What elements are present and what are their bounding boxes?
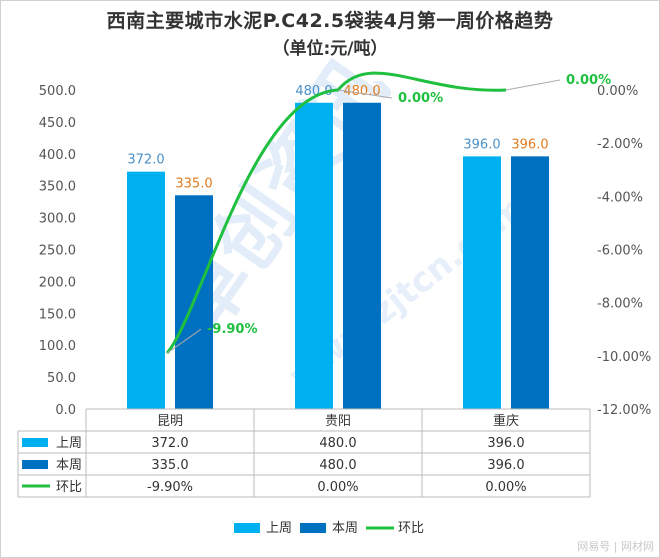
table-row-label: 环比 [56,480,82,495]
table-row-label: 上周 [56,436,82,451]
y-right-tick-label: -6.00% [597,244,643,259]
y-left-tick-label: 150.0 [39,307,76,322]
x-category-label: 贵阳 [325,414,351,429]
table-cell: 396.0 [487,458,524,473]
bar-上周 [463,156,501,409]
y-right-tick-label: -10.00% [597,350,651,365]
table-legend-key [22,438,48,447]
legend-key-本周 [300,523,326,533]
bar-data-label: 480.0 [295,84,332,99]
y-right-tick-label: 0.00% [597,84,638,99]
y-right-tick-label: -2.00% [597,137,643,152]
y-right-tick-label: -12.00% [597,403,651,418]
y-right-tick-label: -8.00% [597,297,643,312]
y-right-tick-label: -4.00% [597,190,643,205]
table-cell: 372.0 [151,436,188,451]
legend-label: 环比 [398,521,424,536]
table-row-label: 本周 [56,458,82,473]
line-label-leader [505,79,561,91]
y-left-tick-label: 300.0 [39,212,76,227]
legend-key-上周 [234,523,260,533]
y-left-tick-label: 400.0 [39,148,76,163]
table-cell: 396.0 [487,436,524,451]
chart-subtitle: （单位:元/吨） [272,39,388,59]
bar-data-label: 396.0 [511,137,548,152]
y-left-tick-label: 250.0 [39,244,76,259]
table-cell: 480.0 [319,436,356,451]
bar-data-label: 396.0 [463,137,500,152]
legend-label: 上周 [266,521,292,536]
bar-本周 [511,156,549,409]
table-cell: 335.0 [151,458,188,473]
x-category-label: 重庆 [493,413,519,429]
bar-上周 [127,171,165,409]
line-data-label: 0.00% [566,73,611,88]
bar-本周 [343,102,381,409]
table-cell: -9.90% [147,480,193,495]
bar-上周 [295,102,333,409]
footer-source: 网易号 | 网材网 [577,540,654,553]
y-left-tick-label: 0.0 [55,403,76,418]
bar-data-label: 335.0 [175,176,212,191]
y-left-tick-label: 350.0 [39,180,76,195]
line-环比 [165,71,507,355]
table-cell: 0.00% [485,480,526,495]
table-cell: 480.0 [319,458,356,473]
y-left-tick-label: 450.0 [39,116,76,131]
line-data-label: -9.90% [207,322,258,337]
x-category-label: 昆明 [157,414,183,429]
chart-title: 西南主要城市水泥P.C42.5袋装4月第一周价格趋势 [106,10,554,32]
line-label-leader [337,89,393,99]
y-left-tick-label: 50.0 [47,371,76,386]
table-cell: 0.00% [317,480,358,495]
bar-data-label: 372.0 [127,153,164,168]
legend-label: 本周 [332,521,358,536]
y-left-tick-label: 500.0 [39,84,76,99]
line-data-label: 0.00% [398,91,443,106]
line-label-leader [166,328,202,354]
y-left-tick-label: 200.0 [39,275,76,290]
y-left-tick-label: 100.0 [39,339,76,354]
table-legend-key [22,460,48,469]
